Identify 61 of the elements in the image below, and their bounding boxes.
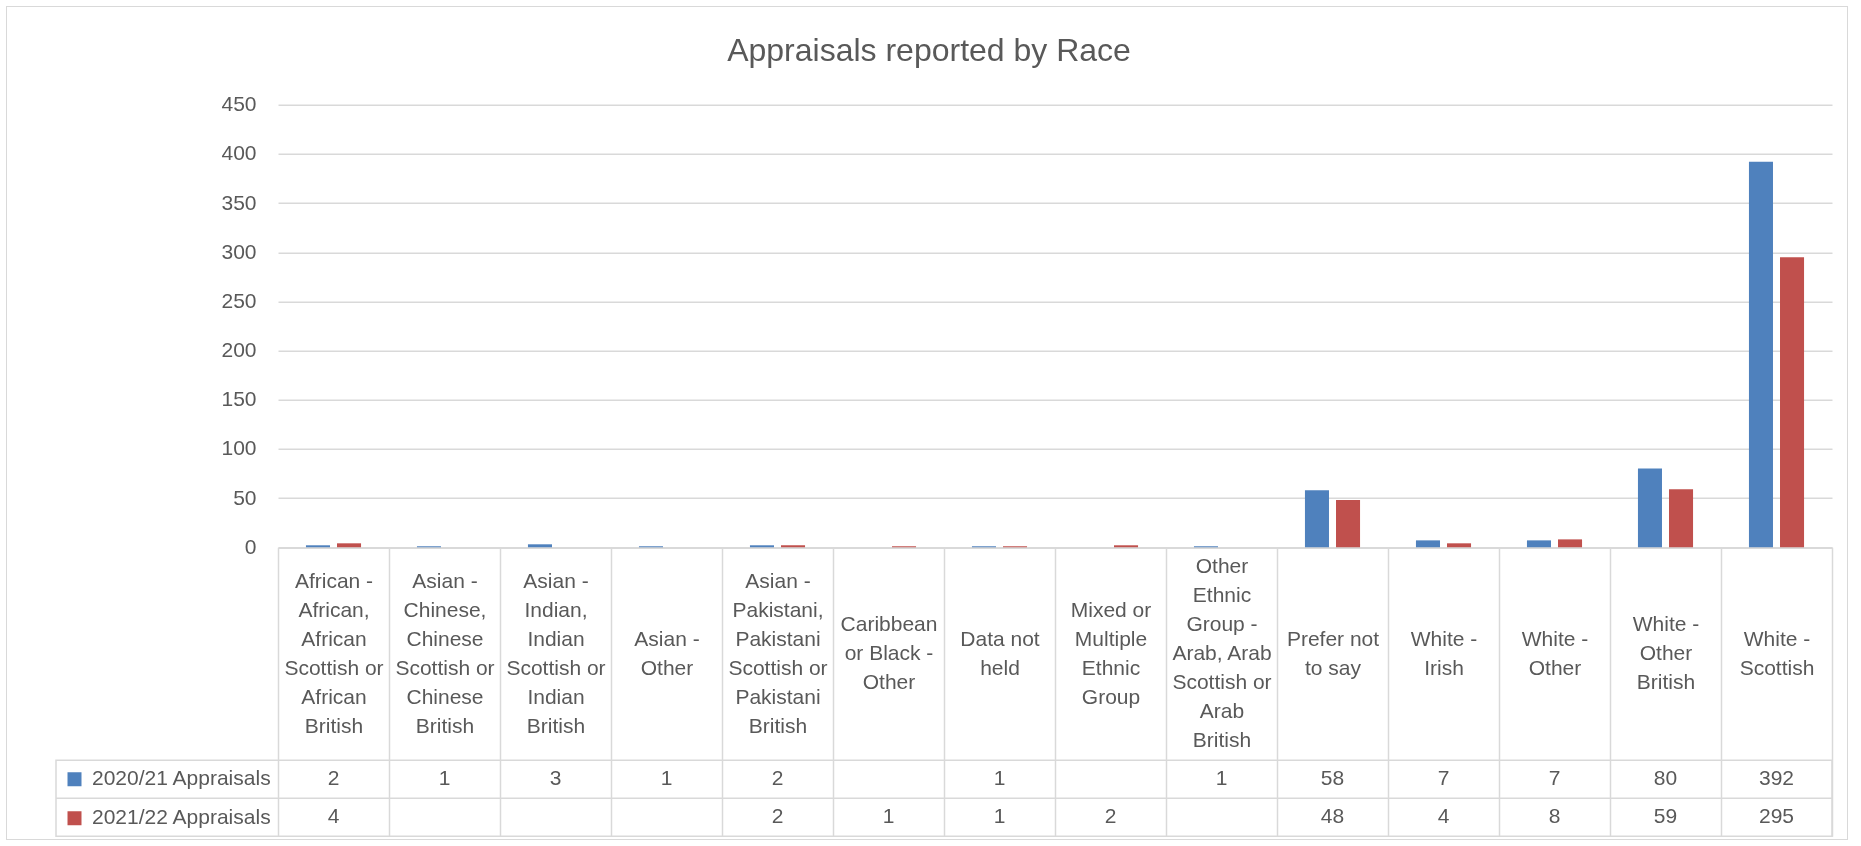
data-label: 4 [1437, 804, 1450, 828]
data-label: 1 [993, 804, 1006, 828]
x-tick-label: White - Scottish [1739, 626, 1815, 679]
data-label: 8 [1548, 804, 1561, 828]
bar [527, 544, 552, 548]
data-label: 59 [1653, 804, 1678, 828]
data-label: 392 [1758, 766, 1795, 790]
data-label: 1 [438, 766, 451, 790]
data-label: 7 [1437, 766, 1450, 790]
data-label: 2 [1104, 804, 1117, 828]
x-tick-label: Asian - Pakistani, Pakistani Scottish or Pakistani British [728, 568, 828, 737]
y-tick-label: 250 [221, 288, 257, 312]
bar [1669, 489, 1694, 548]
bar [1447, 543, 1472, 548]
bar [1780, 257, 1805, 548]
x-tick-label: Asian - Chinese, Chinese Scottish or Chinese British [395, 568, 495, 737]
bar [337, 543, 362, 548]
y-tick-label: 300 [221, 239, 257, 263]
legend-label: 2020/21 Appraisals [92, 766, 271, 790]
data-label: 58 [1320, 766, 1345, 790]
x-tick-label: Mixed or Multiple Ethnic Group [1070, 597, 1152, 708]
legend-label: 2021/22 Appraisals [92, 805, 271, 829]
bar [1304, 490, 1329, 548]
data-label: 48 [1320, 804, 1345, 828]
x-tick-label: Asian - Indian, Indian Scottish or Indian British [506, 568, 606, 737]
data-label: 295 [1758, 804, 1795, 828]
chart-title: Appraisals reported by Race [727, 31, 1131, 68]
data-label: 1 [882, 804, 895, 828]
x-tick-label: Asian - Other [634, 626, 700, 679]
bar [1558, 539, 1583, 548]
x-tick-label: White - Irish [1410, 626, 1478, 679]
data-label: 1 [1215, 766, 1228, 790]
y-tick-label: 200 [221, 338, 257, 362]
x-tick-label: White - Other [1521, 626, 1589, 679]
bar [1336, 500, 1361, 548]
x-tick-label: Prefer not to say [1286, 626, 1380, 679]
data-label: 4 [327, 804, 340, 828]
x-tick-label: White - Other British [1632, 612, 1700, 694]
y-tick-label: 0 [244, 534, 257, 558]
y-tick-label: 450 [221, 92, 257, 116]
x-tick-label: African - African, African Scottish or African British [284, 568, 384, 737]
bar [1748, 161, 1773, 548]
y-tick-label: 100 [221, 436, 257, 460]
data-label: 2 [771, 804, 784, 828]
data-label: 7 [1548, 766, 1561, 790]
y-tick-label: 150 [221, 387, 257, 411]
bar [1637, 468, 1662, 548]
x-tick-label: Caribbean or Black - Other [840, 612, 938, 694]
data-label: 1 [660, 766, 673, 790]
data-label: 80 [1653, 766, 1678, 790]
bar [1526, 540, 1551, 548]
y-tick-label: 350 [221, 190, 257, 214]
data-label: 1 [993, 766, 1006, 790]
y-tick-label: 50 [233, 485, 257, 509]
x-tick-label: Data not held [960, 626, 1040, 679]
data-label: 2 [771, 766, 784, 790]
data-label: 3 [549, 766, 562, 790]
data-label: 2 [327, 766, 340, 790]
bar [1415, 540, 1440, 548]
y-tick-label: 400 [221, 141, 257, 165]
x-tick-label: Other Ethnic Group - Arab, Arab Scottish or Arab British [1172, 554, 1272, 752]
